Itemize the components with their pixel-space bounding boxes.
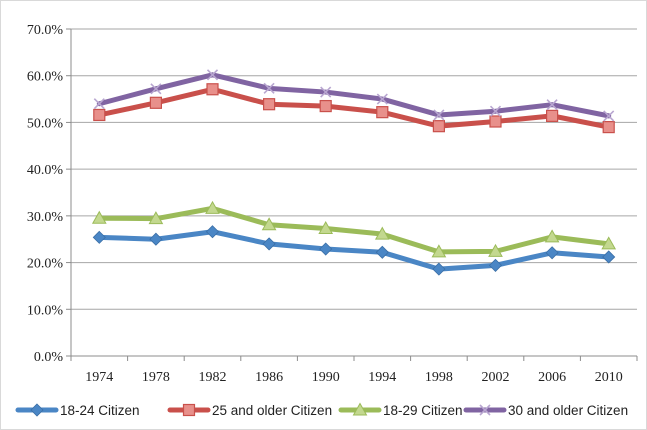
- data-point: [432, 262, 446, 276]
- data-point: [93, 108, 106, 122]
- legend-marker: [30, 403, 44, 417]
- data-point: [376, 106, 389, 119]
- data-point: [93, 98, 105, 110]
- data-point: [546, 99, 558, 111]
- data-point: [603, 110, 615, 122]
- y-tick-label: 50.0%: [27, 116, 64, 131]
- series-line: [96, 86, 612, 130]
- data-point: [205, 225, 220, 239]
- series-2: [93, 83, 615, 134]
- data-point: [206, 69, 219, 81]
- data-point: [602, 250, 616, 264]
- legend-entry: 30 and older Citizen: [463, 403, 628, 418]
- data-point: [149, 96, 162, 109]
- data-point: [488, 243, 503, 257]
- x-tick-label: 1978: [142, 370, 170, 385]
- series-3: [91, 200, 617, 258]
- x-tick-label: 1986: [255, 370, 283, 385]
- y-tick-label: 40.0%: [27, 163, 64, 178]
- legend-marker: [479, 404, 491, 416]
- x-tick-label: 2002: [482, 370, 510, 385]
- data-point: [319, 242, 333, 256]
- legend-label: 18-29 Citizen: [383, 403, 463, 418]
- data-point: [602, 120, 615, 134]
- legend-marker: [352, 402, 368, 416]
- data-point: [320, 86, 332, 98]
- x-tick-label: 1982: [199, 370, 227, 385]
- data-point: [431, 244, 447, 258]
- series-1: [92, 225, 616, 276]
- x-tick-label: 1974: [85, 370, 113, 385]
- series-line: [96, 205, 612, 255]
- x-tick-label: 2006: [538, 370, 566, 385]
- data-point: [263, 82, 275, 94]
- data-point: [205, 200, 220, 214]
- data-point: [262, 237, 276, 251]
- data-point: [375, 245, 389, 259]
- data-point: [150, 83, 162, 95]
- series-line: [96, 229, 612, 272]
- series-4: [93, 69, 615, 122]
- x-tick-label: 2010: [595, 370, 623, 385]
- legend-marker: [182, 403, 196, 417]
- legend-entry: 25 and older Citizen: [167, 403, 332, 418]
- y-tick-label: 0.0%: [34, 350, 64, 365]
- data-point: [601, 236, 617, 250]
- data-point: [91, 210, 107, 224]
- data-point: [148, 211, 164, 225]
- data-point: [545, 109, 559, 122]
- data-point: [319, 99, 332, 113]
- legend-label: 25 and older Citizen: [212, 403, 332, 418]
- series-lines: [91, 69, 617, 276]
- data-point: [489, 105, 502, 117]
- data-point: [488, 258, 503, 272]
- data-point: [433, 109, 445, 121]
- y-tick-label: 60.0%: [27, 70, 64, 85]
- data-point: [92, 230, 106, 244]
- x-tick-label: 1990: [312, 370, 340, 385]
- x-tick-label: 1998: [425, 370, 453, 385]
- x-tick-label: 1994: [368, 370, 396, 385]
- axes: 0.0% 10.0% 20.0% 30.0% 40.0% 50.0% 60.0% 70.0% 1…: [27, 23, 638, 385]
- gridlines: [71, 28, 637, 357]
- legend-label: 18-24 Citizen: [60, 403, 140, 418]
- data-point: [545, 246, 559, 260]
- data-point: [263, 98, 276, 111]
- data-point: [149, 232, 163, 246]
- data-point: [432, 120, 445, 133]
- y-tick-label: 10.0%: [27, 303, 64, 318]
- data-point: [376, 93, 388, 105]
- y-tick-label: 30.0%: [27, 210, 64, 225]
- data-point: [544, 229, 560, 243]
- data-point: [489, 115, 502, 128]
- legend-entry: 18-24 Citizen: [15, 403, 140, 418]
- y-tick-label: 70.0%: [27, 23, 64, 38]
- data-point: [318, 220, 334, 234]
- legend-entry: 18-29 Citizen: [338, 402, 463, 418]
- series-line: [96, 72, 612, 119]
- legend-label: 30 and older Citizen: [508, 403, 628, 418]
- data-point: [374, 226, 390, 240]
- legend: 18-24 Citizen 25 and older Citizen 18-29 C…: [15, 402, 628, 418]
- data-point: [206, 83, 219, 96]
- y-tick-label: 20.0%: [27, 257, 64, 272]
- data-point: [261, 217, 277, 231]
